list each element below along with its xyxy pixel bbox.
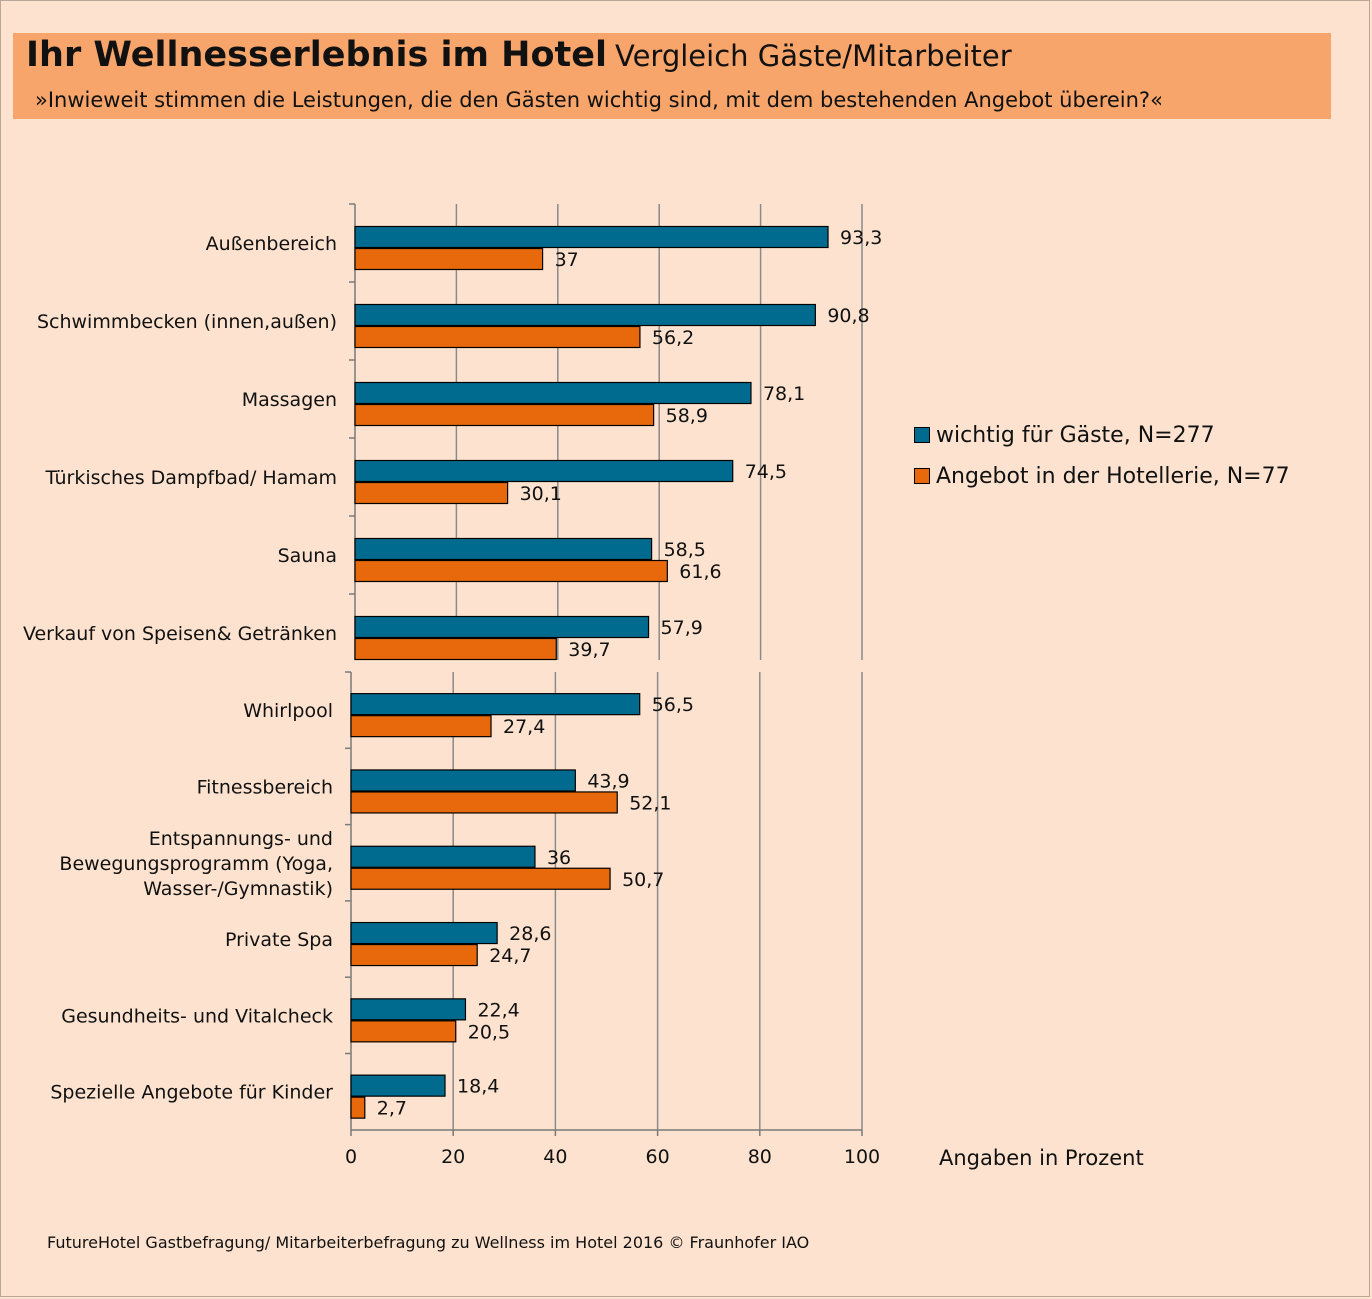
- header-banner: Ihr Wellnesserlebnis im Hotel Vergleich G…: [13, 33, 1331, 119]
- title-suffix: Vergleich Gäste/Mitarbeiter: [614, 39, 1012, 73]
- data-label: 78,1: [763, 383, 805, 405]
- bar: [354, 615, 650, 639]
- data-label: 39,7: [568, 639, 610, 661]
- x-tick-label: 40: [543, 1146, 567, 1168]
- data-label: 93,3: [840, 227, 882, 249]
- legend-label-hotels: Angebot in der Hotellerie, N=77: [936, 463, 1290, 489]
- bar: [350, 693, 641, 716]
- bar: [354, 247, 544, 271]
- bar: [350, 791, 618, 814]
- bar: [350, 769, 576, 792]
- bar: [354, 303, 816, 327]
- data-label: 57,9: [661, 617, 703, 639]
- category-label: Schwimmbecken (innen,außen): [37, 311, 337, 333]
- bar: [354, 537, 653, 561]
- legend-item-guests: wichtig für Gäste, N=277: [914, 416, 1290, 454]
- subtitle: »Inwieweit stimmen die Leistungen, die d…: [35, 88, 1163, 112]
- bar: [350, 921, 498, 945]
- x-tick-label: 20: [441, 1146, 465, 1168]
- category-label: Entspannungs- und Bewegungsprogramm (Yoga…: [59, 828, 333, 900]
- bar: [350, 1074, 446, 1097]
- bar: [350, 715, 492, 738]
- data-label: 37: [555, 249, 579, 271]
- data-label: 52,1: [629, 792, 671, 814]
- bar: [354, 381, 752, 405]
- bar: [350, 867, 611, 890]
- data-label: 30,1: [520, 483, 562, 505]
- page-title: Ihr Wellnesserlebnis im Hotel Vergleich G…: [26, 35, 1012, 75]
- data-label: 43,9: [587, 770, 629, 792]
- data-label: 28,6: [509, 923, 551, 945]
- data-label: 58,5: [664, 539, 706, 561]
- x-tick-label: 0: [345, 1146, 357, 1168]
- data-label: 58,9: [666, 405, 708, 427]
- data-label: 20,5: [468, 1021, 510, 1043]
- data-label: 56,2: [652, 327, 694, 349]
- legend-label-guests: wichtig für Gäste, N=277: [936, 422, 1215, 448]
- bar: [354, 225, 829, 249]
- title-main: Ihr Wellnesserlebnis im Hotel: [26, 35, 607, 75]
- data-label: 24,7: [489, 945, 531, 967]
- bar: [350, 998, 467, 1021]
- bar: [350, 943, 478, 967]
- category-label: Außenbereich: [206, 233, 337, 255]
- data-label: 36: [547, 847, 571, 869]
- category-label: Spezielle Angebote für Kinder: [50, 1082, 333, 1104]
- source-footer: FutureHotel Gastbefragung/ Mitarbeiterbe…: [47, 1233, 810, 1252]
- bar: [354, 559, 668, 583]
- data-label: 90,8: [827, 305, 869, 327]
- category-label: Whirlpool: [243, 700, 333, 722]
- bar: [354, 459, 734, 483]
- legend-item-hotels: Angebot in der Hotellerie, N=77: [914, 457, 1290, 495]
- category-label: Gesundheits- und Vitalcheck: [61, 1005, 333, 1027]
- data-label: 27,4: [503, 716, 545, 738]
- data-label: 18,4: [457, 1076, 499, 1098]
- category-label: Verkauf von Speisen& Getränken: [23, 623, 337, 645]
- x-tick-label: 60: [646, 1146, 670, 1168]
- data-label: 50,7: [622, 869, 664, 891]
- legend-swatch-guests: [914, 427, 930, 443]
- bar: [350, 845, 536, 868]
- data-label: 2,7: [377, 1098, 407, 1120]
- x-tick-label: 100: [844, 1146, 880, 1168]
- bar: [350, 1020, 457, 1043]
- data-label: 22,4: [477, 999, 519, 1021]
- data-label: 74,5: [745, 461, 787, 483]
- category-label: Sauna: [278, 545, 337, 567]
- data-label: 61,6: [679, 561, 721, 583]
- unit-label: Angaben in Prozent: [939, 1146, 1144, 1170]
- x-tick-label: 80: [748, 1146, 772, 1168]
- bar: [354, 481, 509, 505]
- bar: [354, 637, 557, 661]
- bar: [350, 1096, 366, 1119]
- category-label: Massagen: [242, 389, 337, 411]
- legend-swatch-hotels: [914, 468, 930, 484]
- category-label: Türkisches Dampfbad/ Hamam: [45, 467, 337, 489]
- data-label: 56,5: [652, 694, 694, 716]
- category-label: Fitnessbereich: [197, 776, 333, 798]
- legend: wichtig für Gäste, N=277 Angebot in der …: [914, 416, 1290, 498]
- category-label: Private Spa: [225, 929, 333, 951]
- bar: [354, 325, 641, 349]
- bar: [354, 403, 655, 427]
